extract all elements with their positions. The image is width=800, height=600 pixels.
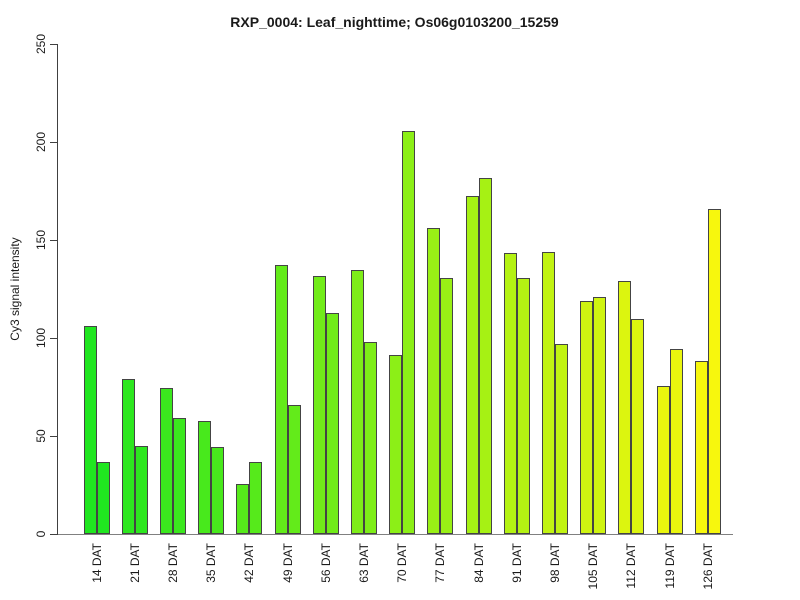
x-tick-label: 84 DAT bbox=[471, 543, 486, 583]
bar bbox=[198, 421, 212, 534]
bar bbox=[402, 131, 416, 534]
bar bbox=[211, 447, 225, 534]
bar bbox=[541, 252, 555, 534]
y-axis-tick bbox=[50, 43, 58, 45]
y-axis-tick bbox=[50, 337, 58, 339]
bar bbox=[516, 278, 530, 534]
x-tick-label: 98 DAT bbox=[547, 543, 562, 583]
y-axis-label: Cy3 signal intensity bbox=[8, 237, 22, 341]
y-tick-label: 0 bbox=[34, 530, 48, 538]
bar bbox=[121, 379, 135, 534]
bar bbox=[287, 405, 301, 534]
y-axis-tick bbox=[50, 141, 58, 143]
bar bbox=[618, 281, 632, 534]
bar bbox=[159, 388, 173, 534]
bar bbox=[274, 265, 288, 534]
chart-title: RXP_0004: Leaf_nighttime; Os06g0103200_1… bbox=[230, 14, 559, 30]
bar bbox=[350, 270, 364, 534]
x-tick-label: 105 DAT bbox=[586, 543, 601, 590]
bar bbox=[312, 276, 326, 534]
x-tick-label: 21 DAT bbox=[127, 543, 142, 583]
bar bbox=[440, 278, 454, 534]
x-tick-label: 77 DAT bbox=[433, 543, 448, 583]
x-tick-label: 56 DAT bbox=[318, 543, 333, 583]
bar bbox=[83, 326, 97, 534]
x-tick-label: 42 DAT bbox=[242, 543, 257, 583]
bar bbox=[694, 361, 708, 534]
bar bbox=[554, 344, 568, 534]
bar bbox=[249, 462, 263, 534]
x-tick-label: 119 DAT bbox=[662, 543, 677, 589]
y-tick-label: 250 bbox=[34, 33, 48, 55]
x-tick-label: 70 DAT bbox=[395, 543, 410, 583]
x-tick-label: 91 DAT bbox=[509, 543, 524, 583]
bar bbox=[707, 209, 721, 534]
x-tick-label: 28 DAT bbox=[165, 543, 180, 583]
x-tick-label: 112 DAT bbox=[624, 543, 639, 589]
y-axis-tick bbox=[50, 533, 58, 535]
y-tick-label: 150 bbox=[34, 229, 48, 251]
bar bbox=[593, 297, 607, 534]
y-axis-tick bbox=[50, 435, 58, 437]
bar bbox=[580, 301, 594, 534]
y-tick-label: 100 bbox=[34, 327, 48, 349]
bar bbox=[134, 446, 148, 534]
bar bbox=[96, 462, 110, 534]
x-tick-label: 63 DAT bbox=[356, 543, 371, 583]
bar bbox=[389, 355, 403, 534]
y-tick-label: 50 bbox=[34, 429, 48, 443]
x-tick-label: 14 DAT bbox=[89, 543, 104, 583]
y-axis-tick bbox=[50, 239, 58, 241]
bar bbox=[427, 228, 441, 534]
bar bbox=[656, 386, 670, 534]
plot-area: 0 50 100 150 200 250 14 DAT 21 DAT 28 DAT 35 DAT 4… bbox=[34, 34, 733, 589]
bar bbox=[631, 319, 645, 534]
y-tick-label: 200 bbox=[34, 131, 48, 153]
bar bbox=[172, 418, 186, 534]
x-tick-label: 49 DAT bbox=[280, 543, 295, 583]
x-tick-label: 35 DAT bbox=[204, 543, 219, 583]
bar bbox=[325, 313, 339, 534]
bar bbox=[669, 349, 683, 534]
x-tick-label: 126 DAT bbox=[700, 543, 715, 590]
bar bbox=[363, 342, 377, 534]
bar bbox=[503, 253, 517, 534]
bar bbox=[478, 178, 492, 534]
bar bbox=[236, 484, 250, 534]
bar bbox=[465, 196, 479, 534]
